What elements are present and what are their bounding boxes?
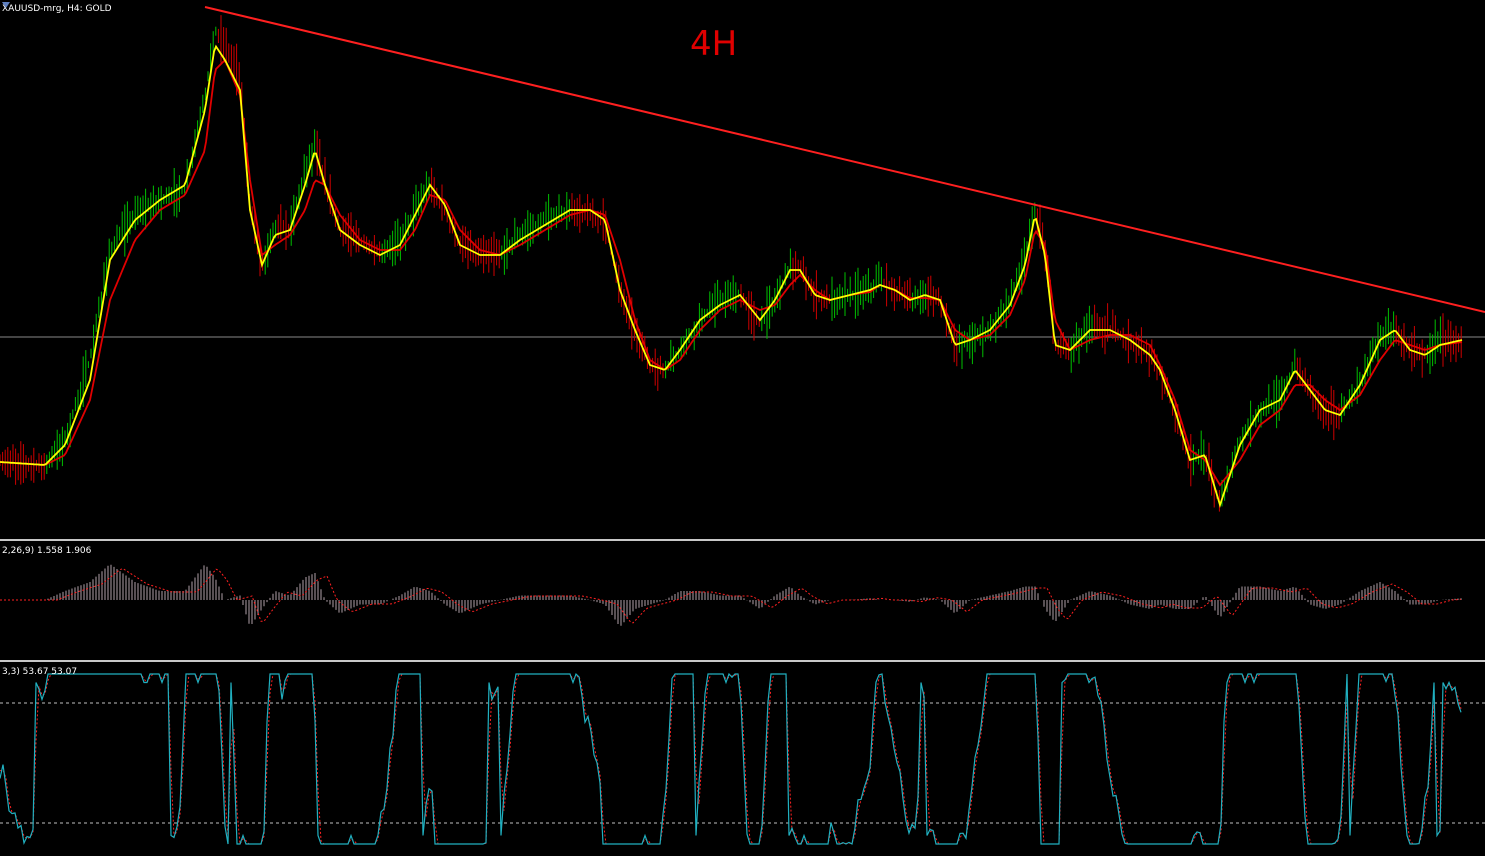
price-chart-svg: [0, 6, 1485, 512]
pane-separator[interactable]: [0, 660, 1485, 662]
macd-signal-line: [0, 568, 1462, 624]
macd-histogram-bars: [47, 564, 1462, 626]
pane-separator[interactable]: [0, 539, 1485, 541]
stochastic-pane[interactable]: 3,3) 53.67 53.07: [0, 664, 1485, 856]
stochastic-label: 3,3) 53.67 53.07: [2, 667, 78, 677]
macd-histogram-svg: [0, 564, 1462, 626]
macd-label: 2,26,9) 1.558 1.906: [2, 546, 92, 556]
stochastic-svg: [0, 672, 1485, 846]
stochastic-main-line: [0, 672, 1462, 846]
fast-moving-average-line: [0, 44, 1463, 508]
chevron-down-icon[interactable]: [0, 0, 12, 10]
macd-pane[interactable]: 2,26,9) 1.558 1.906: [0, 543, 1485, 660]
timeframe-annotation: 4H: [690, 24, 738, 64]
chart-title: XAUUSD-mrg, H4: GOLD: [2, 4, 112, 14]
price-bars: [0, 15, 1462, 512]
slow-moving-average-line: [0, 59, 1463, 487]
resistance-trendline: [204, 6, 1485, 313]
price-chart-pane[interactable]: XAUUSD-mrg, H4: GOLD 4H: [0, 0, 1485, 539]
